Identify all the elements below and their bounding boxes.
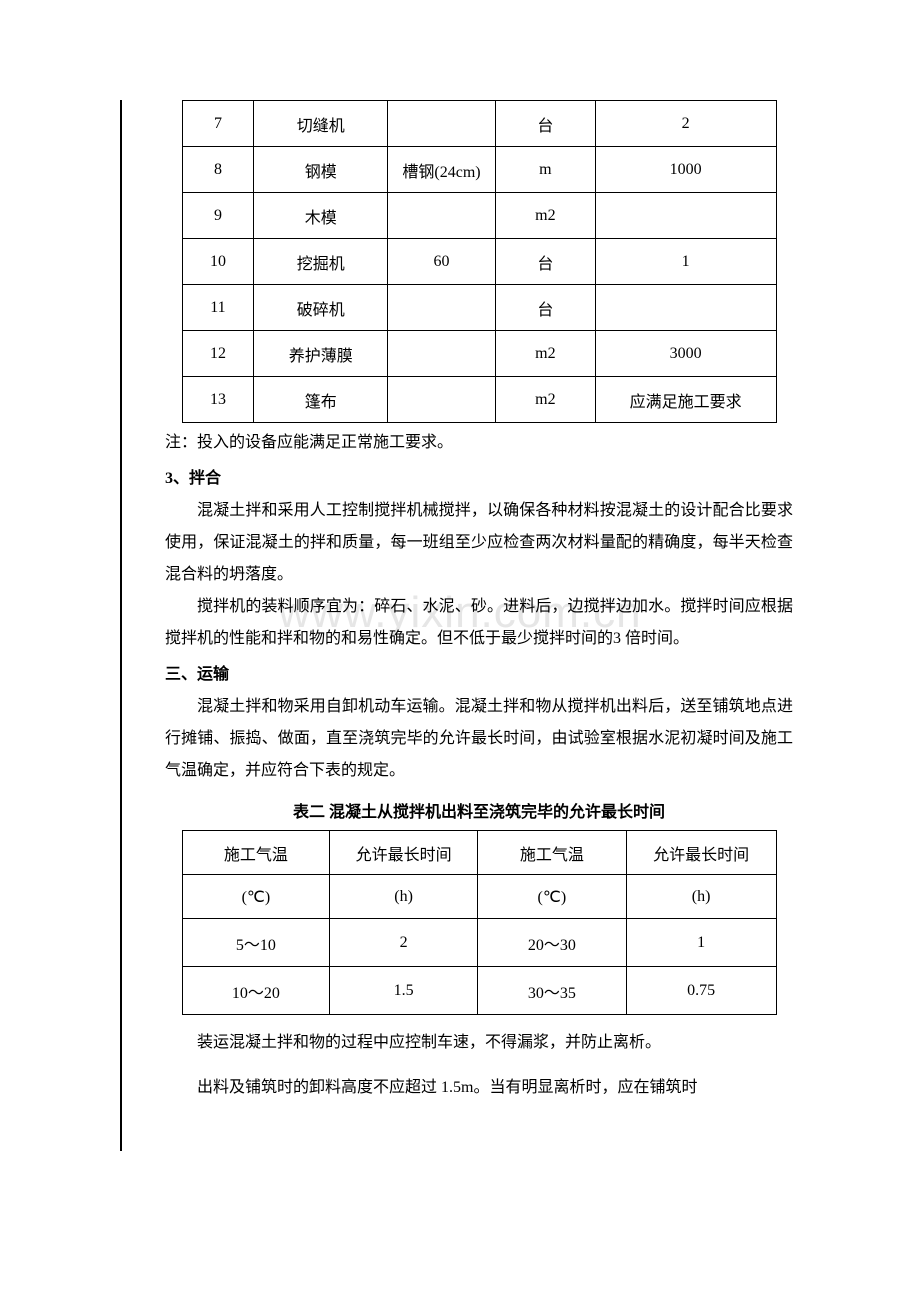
- cell-qty: 2: [595, 101, 776, 147]
- table-row: 10 挖掘机 60 台 1: [182, 239, 776, 285]
- table-row: 13 篷布 m2 应满足施工要求: [182, 377, 776, 423]
- cell-spec: 60: [388, 239, 496, 285]
- equipment-table: 7 切缝机 台 2 8 钢模 槽钢(24cm) m 1000 9 木模: [182, 100, 777, 423]
- cell-qty: 应满足施工要求: [595, 377, 776, 423]
- section-3-heading: 3、拌合: [165, 463, 793, 495]
- cell-unit: 台: [495, 101, 595, 147]
- cell-unit: 台: [495, 285, 595, 331]
- cell-name: 破碎机: [254, 285, 388, 331]
- cell: 1.5: [330, 967, 478, 1015]
- table-header-row: (℃) (h) (℃) (h): [182, 875, 776, 919]
- cell-spec: [388, 377, 496, 423]
- table-row: 9 木模 m2: [182, 193, 776, 239]
- cell-name: 切缝机: [254, 101, 388, 147]
- cell-qty: 3000: [595, 331, 776, 377]
- cell: 0.75: [626, 967, 776, 1015]
- table-header-row: 施工气温 允许最长时间 施工气温 允许最长时间: [182, 831, 776, 875]
- cell-name: 养护薄膜: [254, 331, 388, 377]
- table-row: 11 破碎机 台: [182, 285, 776, 331]
- header-cell: (℃): [477, 875, 626, 919]
- cell-no: 7: [182, 101, 254, 147]
- cell-spec: [388, 331, 496, 377]
- header-cell: (h): [626, 875, 776, 919]
- cell-no: 12: [182, 331, 254, 377]
- cell: 1: [626, 919, 776, 967]
- table-row: 10～20 1.5 30～35 0.75: [182, 967, 776, 1015]
- header-cell: (℃): [182, 875, 330, 919]
- cell-unit: m: [495, 147, 595, 193]
- cell-no: 10: [182, 239, 254, 285]
- cell-no: 8: [182, 147, 254, 193]
- cell-spec: [388, 193, 496, 239]
- table-row: 12 养护薄膜 m2 3000: [182, 331, 776, 377]
- table-row: 7 切缝机 台 2: [182, 101, 776, 147]
- time-table-title: 表二 混凝土从搅拌机出料至浇筑完毕的允许最长时间: [165, 795, 793, 830]
- cell-spec: 槽钢(24cm): [388, 147, 496, 193]
- section-transport-heading: 三、运输: [165, 659, 793, 691]
- cell: 20～30: [477, 919, 626, 967]
- header-cell: (h): [330, 875, 478, 919]
- header-cell: 允许最长时间: [330, 831, 478, 875]
- cell: 10～20: [182, 967, 330, 1015]
- cell-unit: 台: [495, 239, 595, 285]
- cell-unit: m2: [495, 377, 595, 423]
- tail-para-1: 装运混凝土拌和物的过程中应控制车速，不得漏浆，并防止离析。: [165, 1021, 793, 1066]
- header-cell: 允许最长时间: [626, 831, 776, 875]
- equipment-note: 注：投入的设备应能满足正常施工要求。: [165, 427, 793, 459]
- cell: 5～10: [182, 919, 330, 967]
- section-3-para-1: 混凝土拌和采用人工控制搅拌机械搅拌，以确保各种材料按混凝土的设计配合比要求使用，…: [165, 495, 793, 591]
- cell-name: 篷布: [254, 377, 388, 423]
- cell-qty: [595, 193, 776, 239]
- cell-no: 11: [182, 285, 254, 331]
- cell: 30～35: [477, 967, 626, 1015]
- cell-name: 挖掘机: [254, 239, 388, 285]
- section-3-para-2: 搅拌机的装料顺序宜为：碎石、水泥、砂。进料后，边搅拌边加水。搅拌时间应根据搅拌机…: [165, 591, 793, 655]
- cell-qty: [595, 285, 776, 331]
- cell-qty: 1: [595, 239, 776, 285]
- cell: 2: [330, 919, 478, 967]
- cell-spec: [388, 285, 496, 331]
- cell-unit: m2: [495, 193, 595, 239]
- cell-no: 9: [182, 193, 254, 239]
- table-row: 8 钢模 槽钢(24cm) m 1000: [182, 147, 776, 193]
- cell-qty: 1000: [595, 147, 776, 193]
- cell-name: 木模: [254, 193, 388, 239]
- header-cell: 施工气温: [182, 831, 330, 875]
- cell-unit: m2: [495, 331, 595, 377]
- header-cell: 施工气温: [477, 831, 626, 875]
- cell-spec: [388, 101, 496, 147]
- section-transport-para-1: 混凝土拌和物采用自卸机动车运输。混凝土拌和物从搅拌机出料后，送至铺筑地点进行摊铺…: [165, 691, 793, 787]
- table-row: 5～10 2 20～30 1: [182, 919, 776, 967]
- tail-para-2: 出料及铺筑时的卸料高度不应超过 1.5m。当有明显离析时，应在铺筑时: [165, 1066, 793, 1111]
- cell-no: 13: [182, 377, 254, 423]
- time-table: 施工气温 允许最长时间 施工气温 允许最长时间 (℃) (h) (℃) (h) …: [182, 830, 777, 1015]
- cell-name: 钢模: [254, 147, 388, 193]
